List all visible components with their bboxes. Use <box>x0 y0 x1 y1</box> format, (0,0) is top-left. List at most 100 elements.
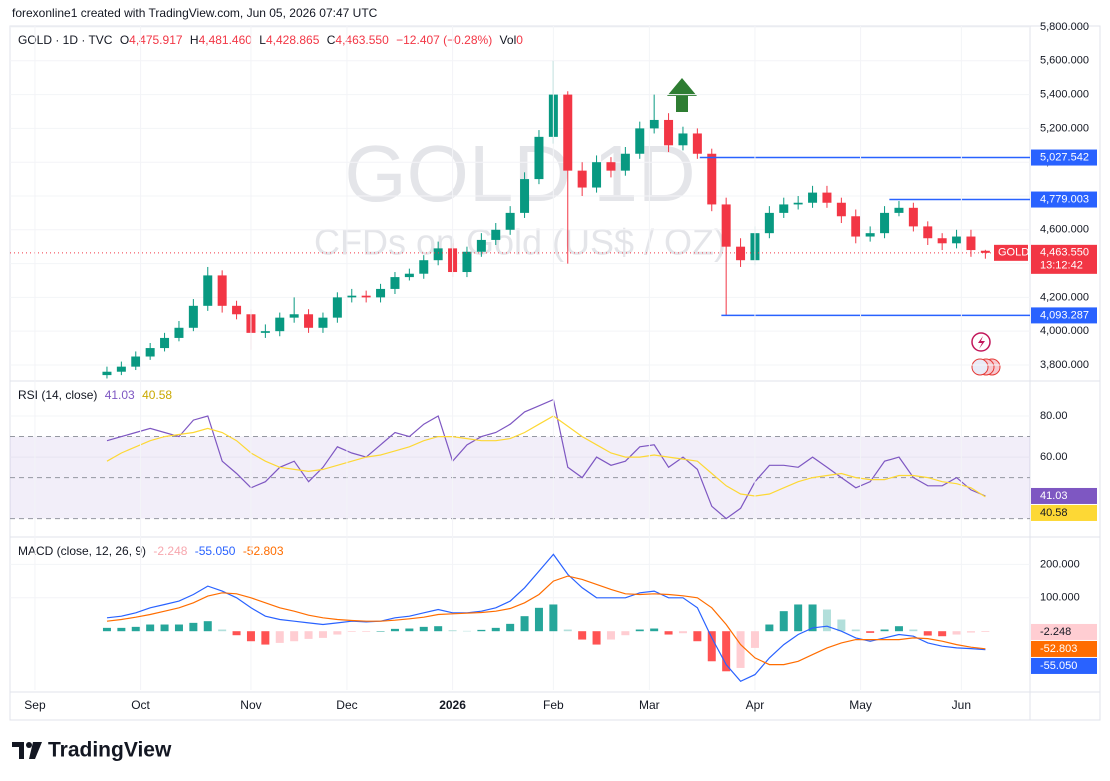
x-tick-label: Sep <box>24 698 46 712</box>
x-tick-label: 2026 <box>439 698 466 712</box>
candle-body <box>433 248 443 261</box>
candle-body <box>620 153 630 171</box>
frame <box>9 25 1101 721</box>
candle-body <box>764 212 774 234</box>
symbol-badge-label: GOLD <box>998 247 1029 259</box>
candle-body <box>793 202 803 205</box>
change: −12.407 (−0.28%) <box>396 33 492 47</box>
flag-icon <box>971 358 989 376</box>
histogram-bar <box>952 631 961 635</box>
volume-value: 0 <box>516 33 523 47</box>
histogram-bar <box>362 631 371 632</box>
histogram-bar <box>405 628 414 632</box>
high-value: 4,481.460 <box>199 33 253 47</box>
countdown: 13:12:42 <box>1040 260 1083 272</box>
low-key: L <box>259 33 266 47</box>
open-value: 4,475.917 <box>129 33 183 47</box>
histogram-bar <box>246 631 255 642</box>
histogram-bar <box>664 631 673 635</box>
candle-body <box>592 162 602 188</box>
last-price-label: 4,463.550 <box>1040 247 1089 259</box>
y-tick-label: 4,200.000 <box>1040 291 1089 303</box>
brand: TradingView <box>48 739 172 762</box>
candle-body <box>937 238 947 244</box>
candle-body <box>577 170 587 188</box>
axis-badge <box>1031 640 1097 657</box>
axis-badge <box>1031 623 1097 640</box>
candle-body <box>649 119 659 129</box>
close-key: C <box>327 33 336 47</box>
price-level-badge <box>1031 149 1097 166</box>
axis-badge-label: 40.58 <box>1040 507 1068 519</box>
candle-body <box>203 275 213 306</box>
histogram-bar <box>102 627 111 632</box>
axis-badge-label: 41.03 <box>1040 490 1068 502</box>
histogram-bar <box>275 631 284 643</box>
axis-badge-label: -2.248 <box>1040 626 1071 638</box>
histogram-bar <box>736 631 745 668</box>
histogram-bar <box>635 629 644 632</box>
histogram-bar <box>218 629 227 632</box>
candle-body <box>217 275 227 306</box>
candle-body <box>808 192 818 203</box>
x-tick-label: Nov <box>240 698 261 712</box>
series-line <box>106 398 986 520</box>
histogram-bar <box>477 629 486 632</box>
candle-body <box>966 236 976 251</box>
histogram-bar <box>203 621 212 632</box>
series-line <box>106 553 986 683</box>
candle-body <box>894 207 904 213</box>
candle-body <box>707 153 717 205</box>
event-icon-bolt <box>978 336 985 349</box>
candle-body <box>721 204 731 247</box>
candle-body <box>102 371 112 376</box>
candle-body <box>376 288 386 298</box>
histogram-bar <box>534 607 543 632</box>
histogram-bar <box>549 604 558 632</box>
y-tick-label: 5,400.000 <box>1040 89 1089 101</box>
x-tick-label: Mar <box>639 698 660 712</box>
candle-body <box>736 246 746 261</box>
x-tick-label: Jun <box>952 698 971 712</box>
close-value: 4,463.550 <box>335 33 389 47</box>
y-tick-label: 5,200.000 <box>1040 122 1089 134</box>
candle-body <box>908 207 918 227</box>
volume-key: Vol <box>500 33 517 47</box>
histogram-bar <box>650 628 659 632</box>
low-value: 4,428.865 <box>266 33 320 47</box>
legend: GOLD · 1D · TVC O4,475.917 H4,481.460 L4… <box>18 33 523 47</box>
histogram-bar <box>750 631 759 648</box>
candle-body <box>664 119 674 146</box>
candle-body <box>563 94 573 171</box>
rsi-legend: RSI (14, close) 41.03 40.58 <box>18 388 172 402</box>
candle-body <box>692 133 702 154</box>
histogram-bar <box>966 631 975 633</box>
macd-title: MACD (close, 12, 26, 9) <box>18 544 146 558</box>
histogram-bar <box>131 626 140 632</box>
x-tick-label: Feb <box>543 698 564 712</box>
histogram-bar <box>462 630 471 632</box>
candle-body <box>318 317 328 328</box>
candle-body <box>836 202 846 217</box>
macd-value: -55.050 <box>195 544 236 558</box>
price-level-badge <box>1031 191 1097 208</box>
histogram-bar <box>232 631 241 636</box>
histogram-bar <box>606 631 615 640</box>
y-tick-label: 60.00 <box>1040 451 1068 463</box>
candle-body <box>505 212 515 230</box>
histogram-bar <box>376 631 385 632</box>
credit: forexonline1 created with TradingView.co… <box>12 6 378 20</box>
histogram-bar <box>304 631 313 639</box>
price-level-label: 4,093.287 <box>1040 309 1089 321</box>
brand-logo: TradingView <box>12 739 172 762</box>
y-tick-label: 200.000 <box>1040 558 1080 570</box>
histogram-bar <box>347 631 356 632</box>
histogram-bar <box>822 609 831 632</box>
histogram-bar <box>520 616 529 632</box>
histogram-bar <box>563 629 572 632</box>
histogram-bar <box>678 631 687 634</box>
symbol-badge <box>994 244 1028 261</box>
histogram-bar <box>578 631 587 640</box>
